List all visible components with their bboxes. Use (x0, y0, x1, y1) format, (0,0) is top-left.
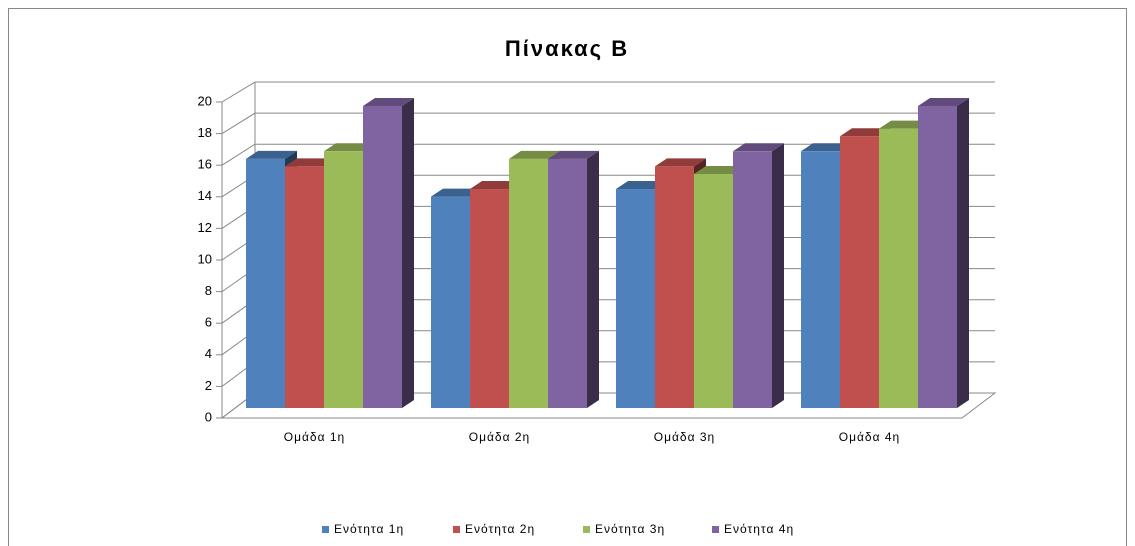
bar-face (918, 106, 957, 408)
y-tick-label: 2 (205, 378, 212, 393)
bar-face (285, 158, 336, 167)
bar (733, 143, 784, 409)
bar-face (655, 158, 706, 167)
bar-face (246, 158, 285, 408)
bar-face (694, 173, 733, 408)
bar-face (801, 143, 852, 152)
bar-face (548, 158, 587, 408)
bar-face (918, 98, 969, 106)
y-tick-label: 12 (198, 220, 212, 235)
bar-face (548, 150, 599, 159)
bar-face (840, 136, 879, 408)
y-tick-label: 16 (198, 157, 212, 172)
legend-label: Ενότητα 3η (595, 522, 665, 536)
y-tick-label: 18 (198, 125, 212, 140)
bar-face (363, 98, 414, 106)
bar-face (655, 166, 694, 408)
y-tick-label: 4 (205, 346, 212, 361)
bar-face (509, 150, 560, 159)
bar-face (363, 106, 402, 408)
bar-face (772, 143, 784, 409)
bar (363, 98, 414, 408)
legend-label: Ενότητα 2η (465, 522, 535, 536)
bar (548, 150, 599, 408)
grid-line (221, 112, 256, 135)
bar-face (324, 151, 363, 409)
bar-face (801, 151, 840, 409)
x-tick-label: Ομάδα 1η (284, 430, 345, 444)
grid-line (221, 81, 256, 103)
y-tick-label: 14 (198, 188, 212, 203)
bar-face (509, 158, 548, 408)
bar-face (694, 165, 745, 174)
y-tick-label: 10 (198, 251, 212, 266)
bar-face (840, 128, 891, 137)
x-tick-label: Ομάδα 4η (839, 430, 900, 444)
x-tick-label: Ομάδα 2η (469, 430, 530, 444)
chart-title: Πίνακας Β (505, 36, 629, 61)
legend-swatch (712, 526, 719, 533)
grid-line (221, 143, 256, 166)
bar-face (879, 128, 918, 408)
bar-face (431, 188, 482, 197)
bar-face (616, 181, 667, 190)
bar-face (733, 151, 772, 409)
legend-swatch (583, 526, 590, 533)
legend-label: Ενότητα 4η (724, 522, 794, 536)
bar-face (431, 196, 470, 408)
y-tick-label: 20 (198, 93, 212, 108)
bar-face (470, 189, 509, 408)
bar-face (246, 150, 297, 159)
bar-face (587, 150, 599, 408)
bar-face (470, 181, 521, 190)
bar-face (879, 120, 930, 129)
bar-face (402, 98, 414, 408)
bar-face (733, 143, 784, 152)
bar (918, 98, 969, 408)
bar-face (285, 166, 324, 408)
legend-label: Ενότητα 1η (334, 522, 404, 536)
bar-face (957, 98, 969, 408)
y-tick-label: 0 (205, 409, 212, 424)
legend-swatch (322, 526, 329, 533)
y-tick-label: 6 (205, 315, 212, 330)
legend-swatch (453, 526, 460, 533)
bar-face (616, 189, 655, 408)
bar-face (324, 143, 375, 152)
y-tick-label: 8 (205, 283, 212, 298)
x-tick-label: Ομάδα 3η (654, 430, 715, 444)
